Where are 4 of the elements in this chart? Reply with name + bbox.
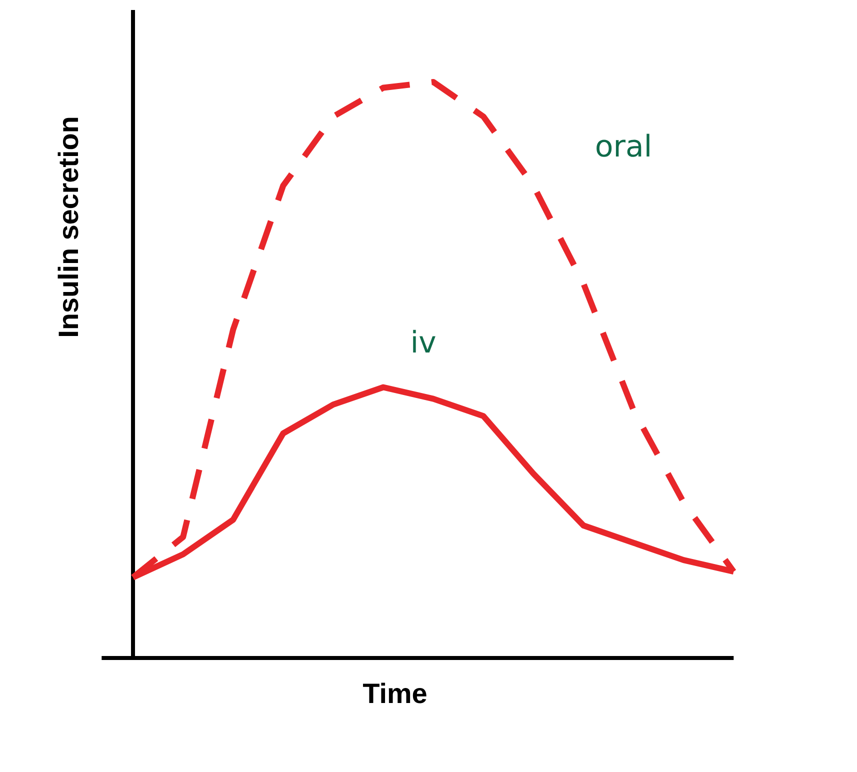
series-label: iv (413, 330, 436, 353)
x-axis-title: Time (363, 682, 426, 704)
y-axis-title: Insulin secretion (58, 118, 78, 336)
text: oral (596, 134, 650, 157)
